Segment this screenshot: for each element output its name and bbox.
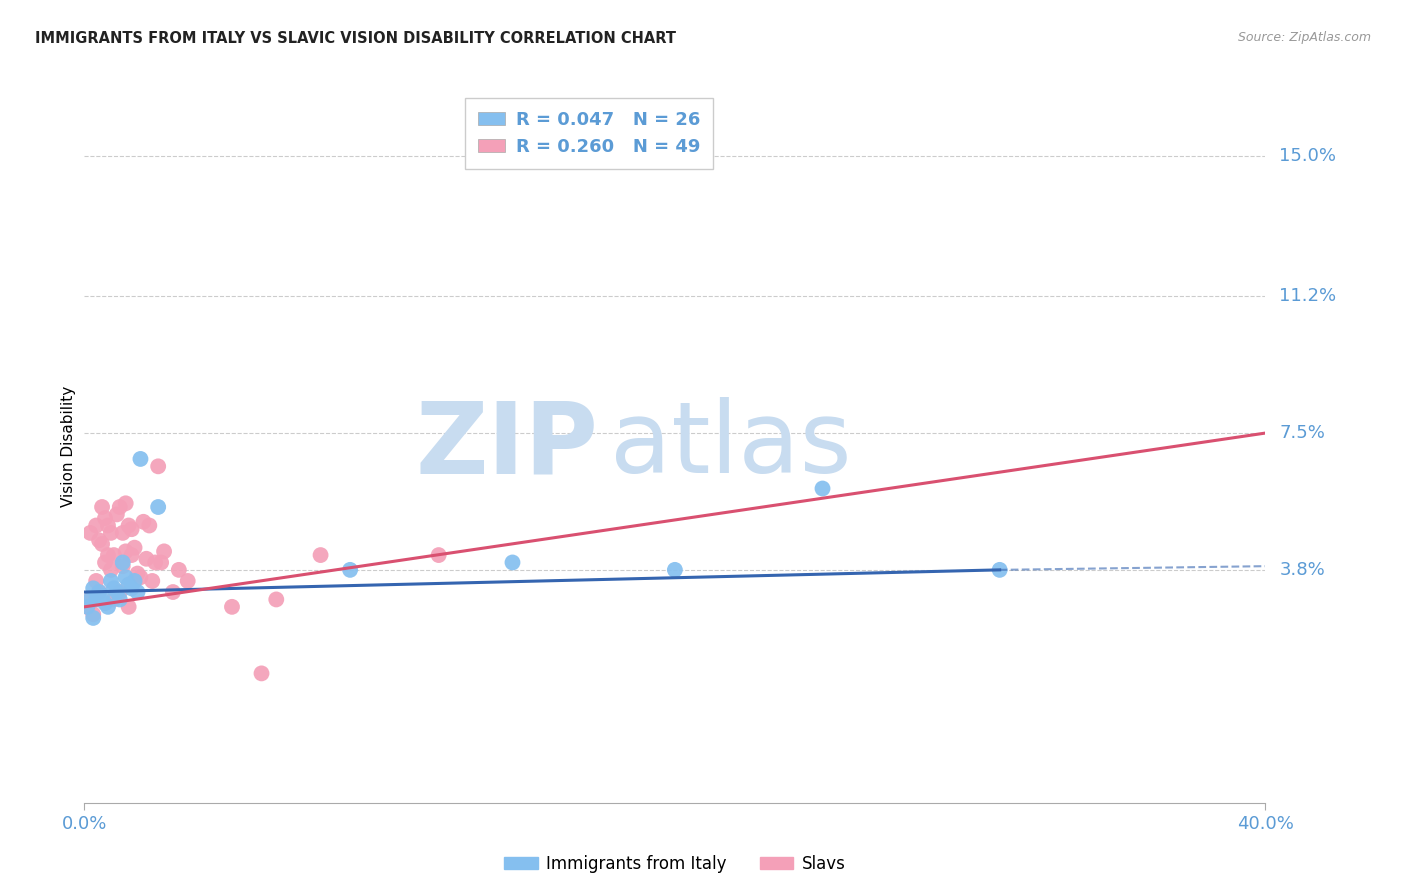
- Point: [100, 563, 122, 577]
- Point: [118, 518, 141, 533]
- Point: [127, 585, 149, 599]
- Point: [108, 500, 131, 514]
- Point: [127, 566, 149, 581]
- Point: [153, 544, 176, 558]
- Point: [118, 599, 141, 614]
- Text: 15.0%: 15.0%: [1279, 147, 1336, 165]
- Point: [664, 563, 686, 577]
- Point: [250, 666, 273, 681]
- Point: [309, 548, 332, 562]
- Point: [114, 570, 136, 584]
- Point: [84, 518, 107, 533]
- Point: [91, 500, 114, 514]
- Point: [105, 585, 128, 599]
- Legend: R = 0.047   N = 26, R = 0.260   N = 49: R = 0.047 N = 26, R = 0.260 N = 49: [465, 98, 713, 169]
- Y-axis label: Vision Disability: Vision Disability: [60, 385, 76, 507]
- Point: [91, 537, 114, 551]
- Point: [79, 525, 101, 540]
- Point: [121, 548, 143, 562]
- Point: [114, 496, 136, 510]
- Point: [84, 574, 107, 588]
- Point: [108, 585, 131, 599]
- Point: [221, 599, 243, 614]
- Point: [124, 574, 146, 588]
- Point: [79, 592, 101, 607]
- Point: [82, 582, 104, 596]
- Point: [124, 541, 146, 555]
- Point: [114, 544, 136, 558]
- Point: [162, 585, 184, 599]
- Point: [76, 599, 98, 614]
- Point: [108, 592, 131, 607]
- Point: [100, 525, 122, 540]
- Point: [103, 582, 125, 596]
- Point: [472, 130, 495, 145]
- Point: [111, 556, 134, 570]
- Point: [141, 574, 163, 588]
- Point: [339, 563, 361, 577]
- Text: IMMIGRANTS FROM ITALY VS SLAVIC VISION DISABILITY CORRELATION CHART: IMMIGRANTS FROM ITALY VS SLAVIC VISION D…: [35, 31, 676, 46]
- Point: [167, 563, 190, 577]
- Point: [87, 585, 111, 599]
- Point: [97, 599, 120, 614]
- Point: [264, 592, 288, 607]
- Point: [148, 459, 170, 474]
- Point: [143, 556, 166, 570]
- Point: [84, 592, 107, 607]
- Point: [105, 508, 128, 522]
- Point: [94, 511, 117, 525]
- Point: [150, 556, 173, 570]
- Point: [82, 607, 104, 622]
- Point: [76, 599, 98, 614]
- Legend: Immigrants from Italy, Slavs: Immigrants from Italy, Slavs: [498, 848, 852, 880]
- Point: [118, 577, 141, 591]
- Point: [129, 452, 152, 467]
- Point: [177, 574, 200, 588]
- Point: [988, 563, 1011, 577]
- Point: [91, 589, 114, 603]
- Point: [103, 548, 125, 562]
- Point: [427, 548, 450, 562]
- Point: [111, 559, 134, 574]
- Point: [129, 570, 152, 584]
- Point: [121, 522, 143, 536]
- Text: 11.2%: 11.2%: [1279, 287, 1337, 305]
- Point: [94, 556, 117, 570]
- Point: [97, 518, 120, 533]
- Text: Source: ZipAtlas.com: Source: ZipAtlas.com: [1237, 31, 1371, 45]
- Text: 7.5%: 7.5%: [1279, 424, 1326, 442]
- Point: [121, 582, 143, 596]
- Point: [135, 551, 157, 566]
- Point: [79, 592, 101, 607]
- Point: [148, 500, 170, 514]
- Text: 3.8%: 3.8%: [1279, 561, 1324, 579]
- Point: [111, 525, 134, 540]
- Text: ZIP: ZIP: [415, 398, 598, 494]
- Point: [103, 592, 125, 607]
- Point: [811, 482, 834, 496]
- Point: [132, 515, 155, 529]
- Point: [97, 548, 120, 562]
- Text: atlas: atlas: [610, 398, 852, 494]
- Point: [138, 518, 160, 533]
- Point: [87, 533, 111, 548]
- Point: [501, 556, 523, 570]
- Point: [100, 574, 122, 588]
- Point: [94, 596, 117, 610]
- Point: [82, 611, 104, 625]
- Point: [87, 585, 111, 599]
